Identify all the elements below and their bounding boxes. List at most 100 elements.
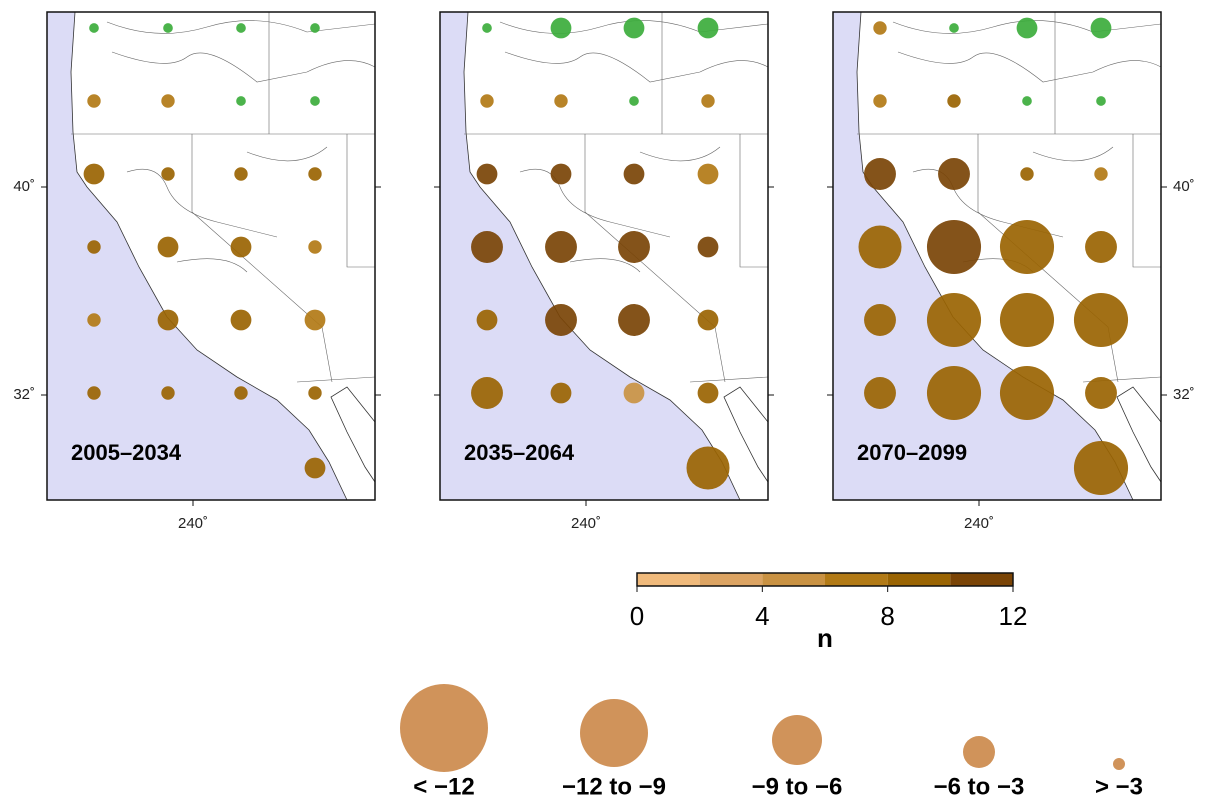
- change-bubble: [949, 23, 959, 33]
- lon-tick-label: 240˚: [964, 515, 994, 532]
- lat-tick-label: 40˚: [13, 178, 35, 195]
- change-bubble: [236, 96, 246, 106]
- change-bubble: [697, 163, 719, 185]
- change-bubble: [476, 163, 498, 185]
- change-bubble: [701, 94, 715, 108]
- colorbar-tick-label: 0: [630, 601, 644, 631]
- colorbar-segment: [825, 573, 888, 586]
- change-bubble: [697, 382, 719, 404]
- colorbar-tick-label: 4: [755, 601, 769, 631]
- size-legend-label: −9 to −6: [752, 773, 843, 800]
- change-bubble: [858, 225, 902, 269]
- colorbar-frame: [636, 572, 1014, 587]
- change-bubble: [545, 231, 577, 263]
- colorbar-tick-label: 8: [880, 601, 894, 631]
- change-bubble: [310, 96, 320, 106]
- size-legend-bubble: [1113, 758, 1125, 770]
- change-bubble: [161, 167, 175, 181]
- colorbar-segment: [699, 573, 763, 586]
- change-bubble: [236, 23, 246, 33]
- change-bubble: [230, 236, 252, 258]
- change-bubble: [87, 240, 101, 254]
- change-bubble: [697, 17, 719, 39]
- change-bubble: [550, 17, 572, 39]
- change-bubble: [157, 309, 179, 331]
- change-bubble: [686, 446, 730, 490]
- lon-tick-label: 240˚: [178, 515, 208, 532]
- change-bubble: [873, 94, 887, 108]
- change-bubble: [482, 23, 492, 33]
- change-bubble: [87, 386, 101, 400]
- map-panels: 2005–2034 240˚ 40˚ 32˚ 2035–2064 240˚ 2070–209…: [13, 11, 1195, 532]
- colorbar-segment: [887, 573, 951, 586]
- change-bubble: [304, 309, 326, 331]
- change-bubble: [234, 167, 248, 181]
- basemap: [46, 11, 376, 501]
- colorbar-segment: [637, 573, 700, 586]
- change-bubble: [550, 163, 572, 185]
- change-bubble: [89, 23, 99, 33]
- change-bubble: [1085, 377, 1117, 409]
- change-bubble: [545, 304, 577, 336]
- size-legend-label: > −3: [1095, 773, 1143, 800]
- change-bubble: [864, 377, 896, 409]
- change-bubble: [157, 236, 179, 258]
- change-bubble: [308, 167, 322, 181]
- change-bubble: [471, 231, 503, 263]
- change-bubble: [926, 365, 982, 421]
- size-legend-bubble: [963, 736, 995, 768]
- change-bubble: [476, 309, 498, 331]
- change-bubble: [999, 365, 1055, 421]
- change-bubble: [1022, 96, 1032, 106]
- size-legend-bubble: [772, 715, 822, 765]
- change-bubble: [1020, 167, 1034, 181]
- lat-tick-label: 32˚: [1173, 386, 1195, 403]
- change-bubble: [1073, 292, 1129, 348]
- change-bubble: [471, 377, 503, 409]
- change-bubble: [697, 236, 719, 258]
- change-bubble: [308, 240, 322, 254]
- size-legend-bubble: [400, 684, 488, 772]
- change-bubble: [1073, 440, 1129, 496]
- size-legend: < −12 −12 to −9 −9 to −6 −6 to −3 > −3: [400, 684, 1143, 800]
- change-bubble: [618, 231, 650, 263]
- change-bubble: [550, 382, 572, 404]
- size-legend-label: −12 to −9: [562, 773, 666, 800]
- change-bubble: [999, 292, 1055, 348]
- change-bubble: [310, 23, 320, 33]
- map-panel: 2035–2064 240˚: [434, 11, 774, 532]
- colorbar: 0 4 8 12 n: [630, 572, 1028, 653]
- period-label: 2070–2099: [857, 440, 967, 465]
- change-bubble: [926, 219, 982, 275]
- colorbar-segment: [762, 573, 825, 586]
- lat-tick-label: 32˚: [13, 386, 35, 403]
- change-bubble: [864, 158, 896, 190]
- size-legend-label: < −12: [413, 773, 474, 800]
- change-bubble: [926, 292, 982, 348]
- change-bubble: [947, 94, 961, 108]
- colorbar-tick-label: 12: [999, 601, 1028, 631]
- period-label: 2005–2034: [71, 440, 182, 465]
- colorbar-segment: [950, 573, 1013, 586]
- change-bubble: [623, 17, 645, 39]
- change-bubble: [1096, 96, 1106, 106]
- change-bubble: [87, 94, 101, 108]
- change-bubble: [618, 304, 650, 336]
- change-bubble: [629, 96, 639, 106]
- change-bubble: [554, 94, 568, 108]
- lon-tick-label: 240˚: [571, 515, 601, 532]
- change-bubble: [230, 309, 252, 331]
- map-panel: 2005–2034 240˚ 40˚ 32˚: [13, 11, 381, 532]
- change-bubble: [1085, 231, 1117, 263]
- size-legend-label: −6 to −3: [934, 773, 1025, 800]
- change-bubble: [623, 163, 645, 185]
- change-bubble: [304, 457, 326, 479]
- size-legend-bubble: [580, 699, 648, 767]
- period-label: 2035–2064: [464, 440, 575, 465]
- change-bubble: [697, 309, 719, 331]
- colorbar-title: n: [817, 623, 833, 653]
- change-bubble: [864, 304, 896, 336]
- lat-tick-label: 40˚: [1173, 178, 1195, 195]
- change-bubble: [1090, 17, 1112, 39]
